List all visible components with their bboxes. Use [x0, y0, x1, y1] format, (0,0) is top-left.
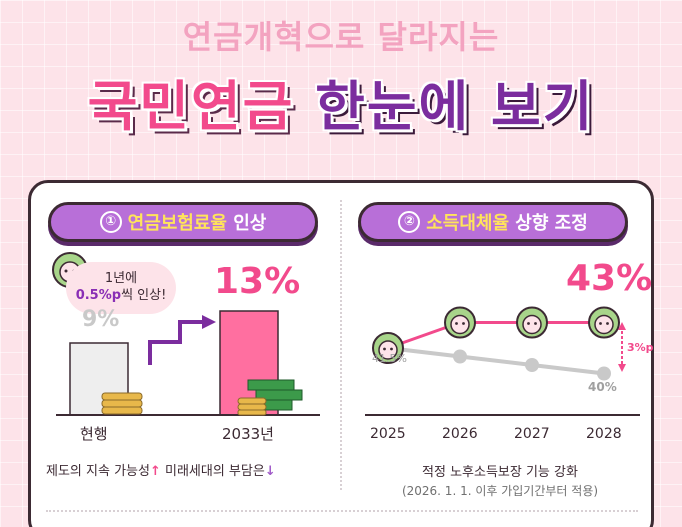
character-face-icon: [444, 306, 476, 339]
series-point-1-1: [453, 349, 467, 364]
badge-rest: 인상: [226, 213, 267, 234]
x-tick-label: 2027: [514, 426, 550, 442]
x-tick-label: 2026: [442, 426, 478, 442]
difference-bracket: [618, 322, 626, 372]
character-face-icon: [588, 306, 620, 339]
difference-label: 3%p: [627, 341, 654, 354]
bottom-divider: [46, 510, 638, 512]
start-rate-label: 41.5%: [372, 352, 407, 365]
contribution-rate-badge: ① 연금보험료율 인상: [48, 202, 318, 242]
character-face-icon: [516, 306, 548, 339]
note-text-2: 미래세대의 부담은: [160, 464, 265, 479]
series-line-0: [387, 321, 604, 350]
bubble-emphasis: 0.5%p: [75, 288, 122, 303]
bar-value-label-2033: 13%: [214, 261, 301, 302]
speech-bubble: 1년에 0.5%p씩 인상!: [66, 262, 176, 314]
replacement-rate-badge: ② 소득대체율 상향 조정: [358, 202, 628, 242]
note-text-1: 제도의 지속 가능성: [46, 464, 150, 479]
page-title: 국민연금 한눈에 보기: [0, 62, 682, 141]
bubble-line-1: 1년에: [104, 271, 138, 286]
coin-stack-icon: [101, 392, 143, 415]
character-face-icon: [372, 332, 404, 364]
old-end-rate-label: 40%: [588, 380, 617, 394]
title-part-1: 국민연금: [87, 75, 295, 138]
badge-number: ①: [99, 211, 122, 233]
bar-value-label-current: 9%: [82, 307, 120, 332]
x-tick-label: 2025: [370, 426, 406, 442]
series-point-1-3: [597, 366, 611, 381]
arrow-up-icon: ↑: [149, 464, 161, 479]
step-arrow: [148, 320, 205, 365]
replacement-caption: 적정 노후소득보장 기능 강화: [422, 465, 578, 480]
new-rate-label: 43%: [566, 258, 653, 299]
bubble-line-2: 0.5%p씩 인상!: [66, 287, 176, 304]
series-point-1-2: [525, 358, 539, 372]
panel-divider: [340, 200, 342, 490]
replacement-caption-note: (2026. 1. 1. 이후 가입기간부터 적용): [401, 484, 599, 498]
x-tick-label: 2028: [586, 426, 622, 442]
line-series-group: [372, 306, 620, 381]
badge-highlight: 소득대체율: [426, 213, 510, 234]
money-stack-icon: [237, 379, 303, 416]
sustainability-note: 제도의 지속 가능성↑ 미래세대의 부담은↓: [46, 460, 276, 479]
badge-rest: 상향 조정: [509, 213, 588, 234]
bubble-text: 씩 인상!: [121, 288, 167, 303]
series-line-1: [387, 346, 605, 376]
badge-highlight: 연금보험료율: [127, 213, 227, 234]
title-part-2: 한눈에 보기: [315, 75, 595, 138]
step-arrow-head: [202, 315, 216, 329]
arrow-down-icon: ↓: [264, 464, 276, 479]
bar-category-2033: 2033년: [222, 425, 274, 443]
bar-category-current: 현행: [80, 425, 108, 443]
page-subtitle: 연금개혁으로 달라지는: [182, 18, 500, 56]
badge-number: ②: [398, 211, 421, 233]
